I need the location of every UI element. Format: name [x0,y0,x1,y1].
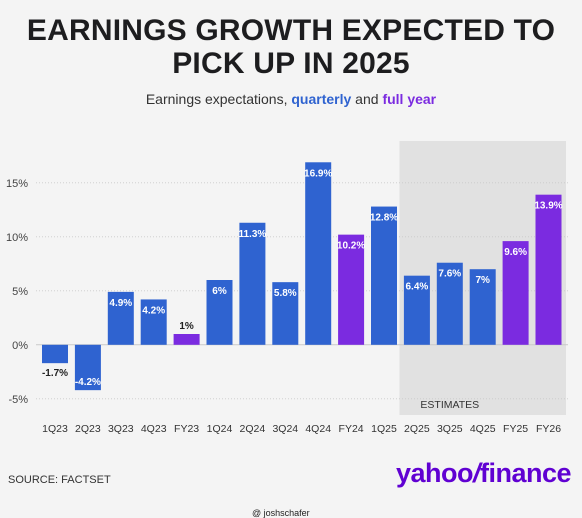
bar [173,334,200,345]
x-tick-label: 4Q23 [141,423,167,435]
bar [338,234,365,345]
x-tick-label: 3Q25 [437,423,463,435]
subtitle-middle: and [351,91,383,107]
chart-title: EARNINGS GROWTH EXPECTED TO PICK UP IN 2… [0,14,582,80]
x-tick-label: FY25 [503,423,528,435]
x-tick-label: 1Q25 [371,423,397,435]
x-tick-label: 1Q23 [42,423,68,435]
bar [371,206,397,345]
x-tick-label: FY23 [174,423,199,435]
x-tick-label: 2Q25 [404,423,430,435]
x-tick-label: 2Q24 [240,423,266,435]
y-tick-label: 10% [6,232,28,244]
x-tick-label: FY26 [536,423,561,435]
estimates-label: ESTIMATES [420,399,479,411]
title-line-1: EARNINGS GROWTH EXPECTED TO [26,14,556,47]
data-label: -4.2% [75,377,101,388]
x-tick-label: 4Q24 [305,423,331,435]
bar [403,275,430,345]
source-note: SOURCE: FACTSET [8,474,111,486]
bar [535,194,562,345]
data-label: 5.8% [274,288,297,299]
data-label: 6.4% [406,282,429,293]
data-label: 11.3% [238,229,266,240]
logo-slash: / [473,458,481,488]
data-label: 16.9% [304,168,332,179]
data-label: 1% [179,321,194,332]
x-tick-label: 3Q23 [108,423,134,435]
watermark: @ joshschafer [252,508,310,518]
data-label: 7.6% [438,269,461,280]
data-label: 7% [475,275,490,286]
bar [436,262,463,345]
x-tick-label: 1Q24 [207,423,233,435]
y-tick-label: 15% [6,178,28,190]
bar [42,344,68,364]
data-label: 6% [212,286,227,297]
data-label: 13.9% [534,201,562,212]
x-tick-label: 4Q25 [470,423,496,435]
y-tick-label: -5% [8,394,28,406]
logo-part-yahoo: yahoo [396,458,474,488]
data-label: 10.2% [337,241,365,252]
bar [502,241,529,345]
bar [107,291,134,345]
subtitle-full-year: full year [382,91,437,107]
yahoo-finance-logo: yahoo/finance [396,458,572,489]
subtitle-prefix: Earnings expectations, [145,91,292,107]
bar [239,222,266,345]
x-tick-label: 2Q23 [75,423,101,435]
y-tick-label: 5% [12,286,28,298]
data-label: 9.6% [504,247,527,258]
bar [305,162,332,345]
bar [140,299,167,345]
y-tick-label: 0% [12,340,28,352]
data-label: 4.2% [142,305,165,316]
bar [206,280,233,345]
bar [74,344,101,391]
subtitle-quarterly: quarterly [291,91,352,107]
chart-subtitle: Earnings expectations, quarterly and ful… [0,91,582,107]
data-label: 4.9% [109,298,132,309]
data-label: 12.8% [370,213,398,224]
bar [469,269,496,345]
x-tick-label: 3Q24 [272,423,298,435]
x-tick-label: FY24 [339,423,364,435]
logo-part-finance: finance [480,458,572,488]
data-label: -1.7% [42,368,68,379]
bar [272,282,299,345]
title-line-2: PICK UP IN 2025 [172,47,410,80]
